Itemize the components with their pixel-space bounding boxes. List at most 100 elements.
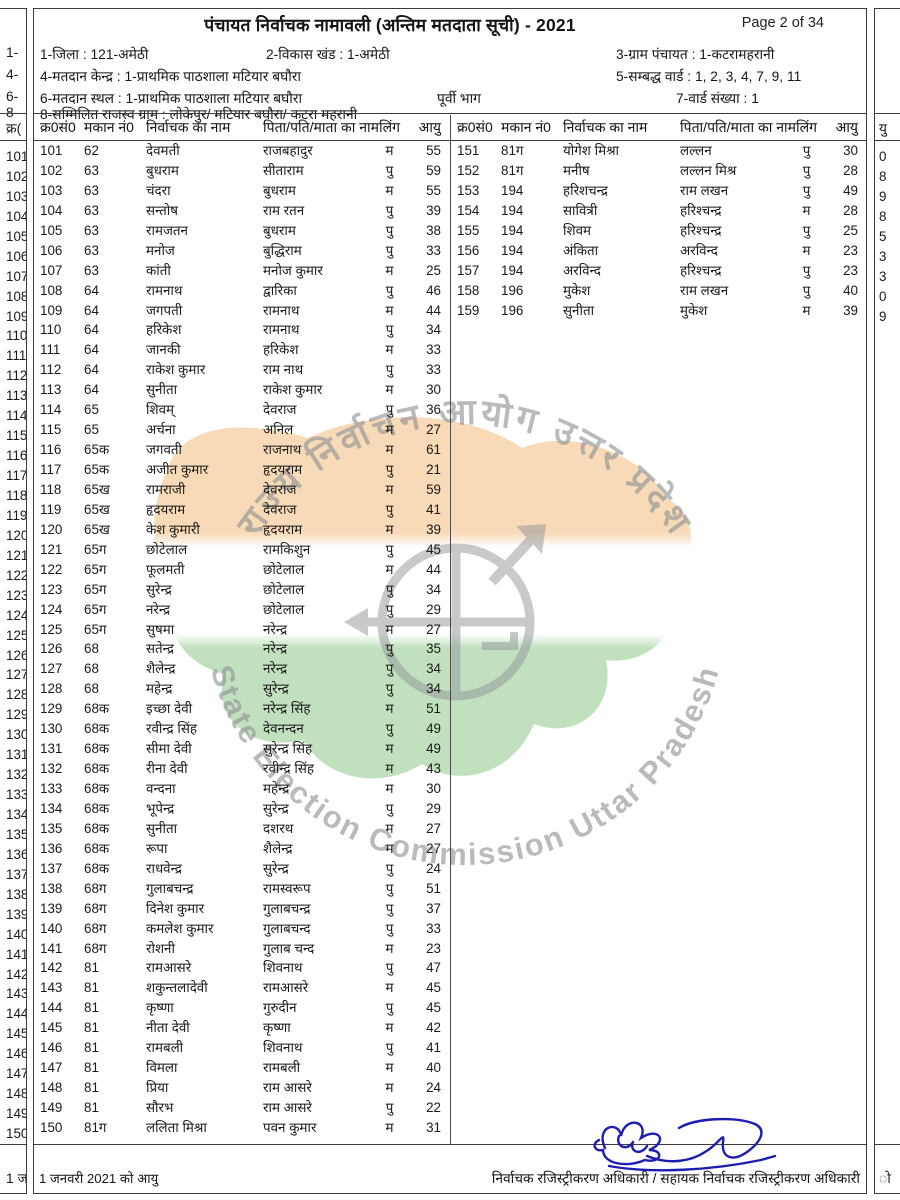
cell: पु bbox=[802, 282, 811, 298]
cell: 46 bbox=[426, 282, 441, 298]
cell: 29 bbox=[426, 601, 441, 617]
cell: 63 bbox=[84, 182, 99, 198]
cell: 147 bbox=[40, 1060, 63, 1076]
cell: म bbox=[385, 741, 394, 757]
cell: पु bbox=[385, 162, 394, 178]
cell: चंदरा bbox=[146, 182, 171, 198]
cell: छोटेलाल bbox=[263, 601, 305, 617]
sliver-serial: 116 bbox=[6, 448, 27, 464]
cell: 51 bbox=[426, 880, 441, 896]
cell: 64 bbox=[84, 302, 99, 318]
cell: पु bbox=[385, 721, 394, 737]
cell: 34 bbox=[426, 322, 441, 338]
cell: 65ग bbox=[84, 601, 107, 617]
cell: शिवनाथ bbox=[263, 1040, 303, 1056]
sliver-serial: 125 bbox=[6, 627, 27, 643]
cell: रोशनी bbox=[146, 940, 175, 956]
table-row: 105 63 रामजतन बुधराम पु 38 bbox=[34, 221, 450, 241]
cell: 39 bbox=[426, 202, 441, 218]
sliver-serial: 143 bbox=[6, 986, 27, 1002]
cell: 81 bbox=[84, 960, 99, 976]
table-row: 141 68ग रोशनी गुलाब चन्द म 23 bbox=[34, 939, 450, 959]
cell: 68क bbox=[84, 820, 110, 836]
table-bottom-divider bbox=[34, 1144, 866, 1145]
cell: म bbox=[385, 342, 394, 358]
cell: 55 bbox=[426, 143, 441, 158]
cell: 40 bbox=[426, 1060, 441, 1076]
cell: 68 bbox=[84, 681, 99, 697]
sliver-serial: 103 bbox=[6, 188, 27, 204]
cell: लल्लन bbox=[680, 143, 712, 158]
cell: 194 bbox=[501, 262, 524, 278]
cell: 63 bbox=[84, 262, 99, 278]
cell: 65ग bbox=[84, 541, 107, 557]
cell: 143 bbox=[40, 980, 63, 996]
cell: 138 bbox=[40, 880, 63, 896]
sliver-text: यु bbox=[879, 121, 888, 136]
cell: 65ख bbox=[84, 501, 110, 517]
cell: इच्छा देवी bbox=[146, 701, 193, 717]
cell: राम नाथ bbox=[263, 362, 304, 378]
cell: 27 bbox=[426, 422, 441, 438]
cell: 27 bbox=[426, 621, 441, 637]
cell: पु bbox=[385, 242, 394, 258]
cell: 130 bbox=[40, 721, 63, 737]
cell: 55 bbox=[426, 182, 441, 198]
sliver-serial: 111 bbox=[6, 348, 27, 364]
left-page-sliver: 1- 4- 6- 8- क्र( 101 102 103 104 105 106 107 10… bbox=[0, 8, 27, 1194]
page-indicator: Page 2 of 34 bbox=[741, 15, 824, 31]
cell: महेन्द्र bbox=[263, 781, 290, 796]
cell: 68क bbox=[84, 741, 110, 757]
sliver-serial: 149 bbox=[6, 1106, 27, 1122]
table-row: 124 65ग नरेन्द्र छोटेलाल पु 29 bbox=[34, 600, 450, 620]
cell: 103 bbox=[40, 182, 63, 198]
cell: राजनाथ bbox=[263, 442, 302, 458]
cell: 113 bbox=[40, 382, 62, 398]
sliver-serial: 134 bbox=[6, 807, 27, 823]
cell: हरिकेश bbox=[263, 342, 299, 358]
cell: फूलमती bbox=[146, 561, 185, 577]
cell: 68क bbox=[84, 800, 110, 816]
district-field: 1-जिला : 121-अमेठी bbox=[40, 47, 149, 62]
sliver-serial: 110 bbox=[6, 328, 27, 344]
cell: पु bbox=[385, 681, 394, 697]
sliver-serial: 144 bbox=[6, 1006, 27, 1022]
cell: 65क bbox=[84, 462, 110, 477]
table-row: 111 64 जानकी हरिकेश म 33 bbox=[34, 340, 450, 360]
sliver-serial: 135 bbox=[6, 826, 27, 842]
cell: अरविन्द bbox=[680, 242, 718, 258]
cell: 111 bbox=[40, 342, 61, 358]
cell: मनीष bbox=[563, 162, 590, 178]
sliver-age-digit: 9 bbox=[879, 308, 887, 324]
cell: 45 bbox=[426, 1000, 441, 1016]
cell: 65ग bbox=[84, 621, 107, 637]
table-row: 116 65क जगवती राजनाथ म 61 bbox=[34, 440, 450, 460]
cell: रामबली bbox=[263, 1060, 301, 1076]
table-row: 158 196 मुकेश राम लखन पु 40 bbox=[451, 281, 867, 301]
sliver-serial: 117 bbox=[6, 468, 27, 484]
cell: 65ख bbox=[84, 481, 110, 497]
cell: 156 bbox=[457, 242, 480, 258]
cell: 43 bbox=[426, 761, 441, 777]
table-row: 101 62 देवमती राजबहादुर म 55 bbox=[34, 141, 450, 161]
cell: 159 bbox=[457, 302, 480, 318]
cell: म bbox=[385, 262, 394, 278]
sliver-serial: 124 bbox=[6, 607, 27, 623]
cell: 30 bbox=[843, 143, 858, 158]
table-row: 156 194 अंकिता अरविन्द म 23 bbox=[451, 241, 867, 261]
cell: कांती bbox=[146, 262, 171, 278]
sliver-serial: 150 bbox=[6, 1126, 27, 1142]
table-row: 120 65ख केश कुमारी हृदयराम म 39 bbox=[34, 520, 450, 540]
sliver-serial: 112 bbox=[6, 368, 27, 384]
cell: 122 bbox=[40, 561, 63, 577]
cell: 106 bbox=[40, 242, 63, 258]
cell: 63 bbox=[84, 242, 99, 258]
cell: रामबली bbox=[146, 1040, 184, 1056]
table-row: 135 68क सुनीता दशरथ म 27 bbox=[34, 819, 450, 839]
cell: 49 bbox=[426, 721, 441, 737]
cell: देवराज bbox=[263, 402, 297, 418]
cell: 34 bbox=[426, 681, 441, 697]
cell: लल्लन मिश्र bbox=[680, 162, 737, 178]
cell: 105 bbox=[40, 222, 63, 238]
table-row: 103 63 चंदरा बुधराम म 55 bbox=[34, 181, 450, 201]
